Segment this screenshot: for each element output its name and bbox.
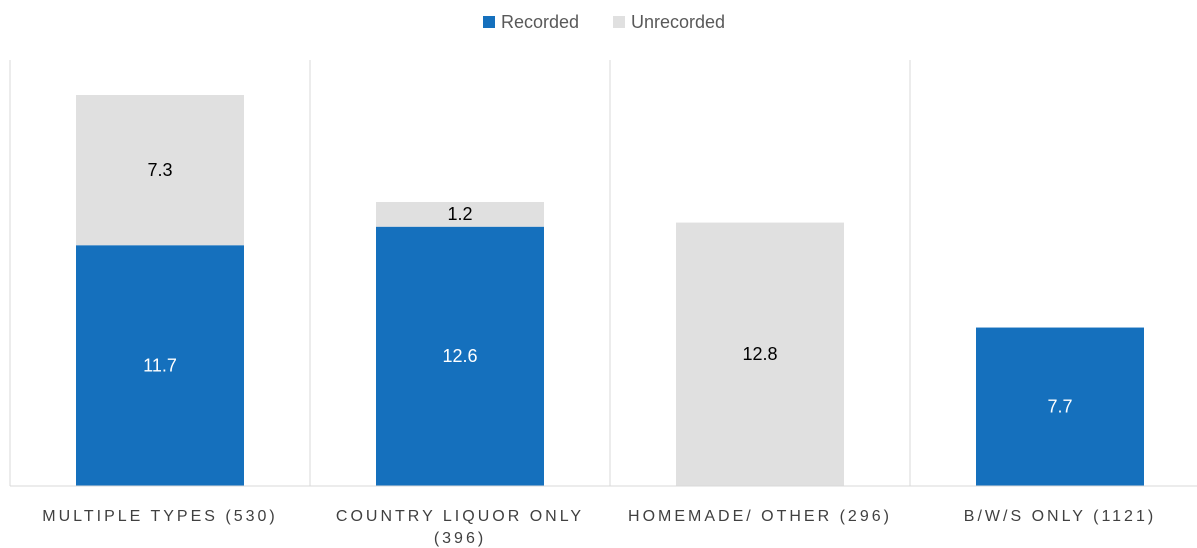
x-tick-label: HOMEMADE/ OTHER (296): [628, 508, 892, 525]
x-tick-label: B/W/S ONLY (1121): [963, 508, 1157, 525]
legend-label: Unrecorded: [631, 12, 725, 32]
data-label: 12.6: [442, 346, 477, 366]
bar-segment: [76, 245, 244, 486]
bar-segment: [976, 327, 1144, 486]
bar-segment: [376, 226, 544, 486]
legend-swatch: [613, 16, 625, 28]
legend-label: Recorded: [501, 12, 579, 32]
data-label: 7.3: [147, 160, 172, 180]
data-label: 7.7: [1047, 397, 1072, 417]
data-label: 1.2: [447, 204, 472, 224]
data-label: 11.7: [143, 355, 177, 375]
bar-segment: [376, 202, 544, 227]
bar-segment: [676, 222, 844, 486]
bar-segment: [76, 95, 244, 246]
x-tick-label: COUNTRY LIQUOR ONLY (396): [335, 508, 585, 547]
legend-swatch: [483, 16, 495, 28]
data-label: 12.8: [742, 344, 777, 364]
x-tick-label: MULTIPLE TYPES (530): [42, 508, 278, 525]
